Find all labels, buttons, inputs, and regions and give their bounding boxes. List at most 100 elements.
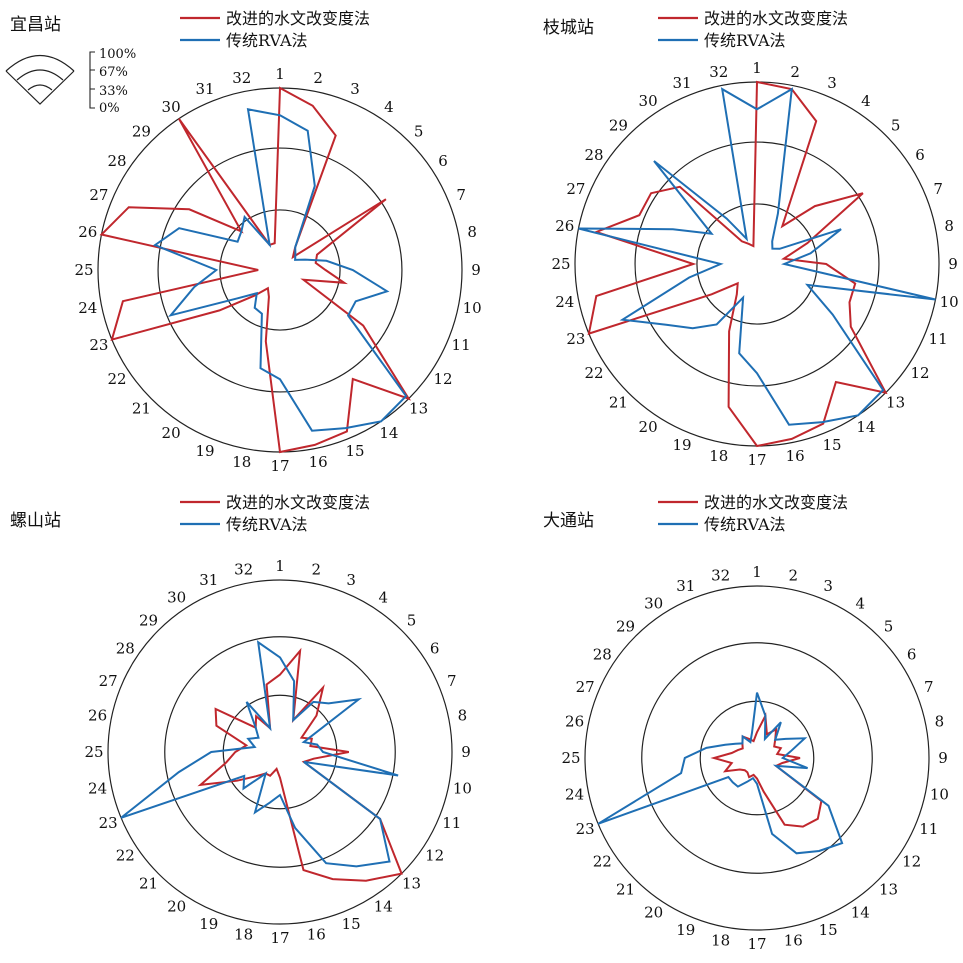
axis-label-26: 26 <box>78 223 97 241</box>
scale-key-0: 0% <box>99 101 120 116</box>
axis-label-14: 14 <box>374 898 393 916</box>
axis-label-19: 19 <box>672 436 691 454</box>
axis-label-19: 19 <box>199 915 218 933</box>
axis-label-31: 31 <box>195 80 214 98</box>
axis-label-11: 11 <box>452 336 471 354</box>
axis-label-31: 31 <box>199 571 218 589</box>
axis-label-25: 25 <box>84 743 103 761</box>
axis-label-22: 22 <box>116 846 135 864</box>
axis-label-5: 5 <box>414 122 424 140</box>
axis-label-25: 25 <box>561 749 580 767</box>
axis-label-15: 15 <box>345 442 364 460</box>
axis-label-10: 10 <box>463 299 482 317</box>
axis-label-1: 1 <box>275 557 285 575</box>
axis-label-24: 24 <box>88 779 107 797</box>
ring-33 <box>222 694 338 810</box>
axis-label-30: 30 <box>644 594 663 612</box>
axis-label-6: 6 <box>915 146 925 164</box>
axis-label-5: 5 <box>884 618 894 636</box>
axis-label-14: 14 <box>856 418 875 436</box>
scale-key-fan-icon <box>5 54 75 105</box>
axis-label-20: 20 <box>639 418 658 436</box>
axis-label-16: 16 <box>784 931 803 949</box>
legend-label-improved: 改进的水文改变度法 <box>704 9 848 28</box>
axis-label-3: 3 <box>823 577 833 595</box>
axis-label-4: 4 <box>384 98 394 116</box>
ring-67 <box>641 642 873 874</box>
series-rva-polygon <box>120 640 399 868</box>
axis-label-22: 22 <box>593 852 612 870</box>
axis-label-3: 3 <box>346 571 356 589</box>
axis-label-10: 10 <box>453 779 472 797</box>
radar-panel-3: 1 234567891011121314151617181920212223242… <box>10 493 472 947</box>
axis-label-19: 19 <box>676 921 695 939</box>
series-improved-polygon <box>99 86 412 454</box>
axis-label-10: 10 <box>940 293 959 311</box>
axis-label-32: 32 <box>709 63 728 81</box>
axis-label-7: 7 <box>456 186 466 204</box>
ring-100 <box>584 585 930 931</box>
axis-label-16: 16 <box>786 447 805 465</box>
axis-label-31: 31 <box>676 577 695 595</box>
axis-label-11: 11 <box>919 820 938 838</box>
axis-label-29: 29 <box>609 116 628 134</box>
axis-label-27: 27 <box>89 186 108 204</box>
station-title: 宜昌站 <box>10 15 61 35</box>
axis-label-23: 23 <box>576 820 595 838</box>
axis-label-3: 3 <box>827 74 837 92</box>
axis-label-7: 7 <box>924 678 934 696</box>
axis-label-24: 24 <box>555 293 574 311</box>
radar-panel-2: 1 234567891011121314151617181920212223242… <box>543 9 959 469</box>
axis-label-15: 15 <box>342 915 361 933</box>
axis-label-1: 1 <box>752 59 762 77</box>
legend-label-rva: 传统RVA法 <box>704 515 786 534</box>
axis-label-26: 26 <box>555 217 574 235</box>
axis-label-11: 11 <box>442 814 461 832</box>
ring-67 <box>634 141 880 387</box>
axis-label-29: 29 <box>616 618 635 636</box>
axis-label-18: 18 <box>234 925 253 943</box>
axis-label-31: 31 <box>672 74 691 92</box>
axis-label-24: 24 <box>565 785 584 803</box>
axis-label-21: 21 <box>616 881 635 899</box>
axis-label-17: 17 <box>270 929 289 947</box>
scale-key: 100% 67% 33% 0% <box>5 47 136 116</box>
series-improved-polygon <box>197 647 403 882</box>
axis-label-17: 17 <box>747 451 766 469</box>
radar-panel-1: 1 234567891011121314151617181920212223242… <box>10 9 482 475</box>
axis-label-8: 8 <box>944 217 954 235</box>
ring-100 <box>107 579 453 925</box>
axis-label-16: 16 <box>309 453 328 471</box>
axis-label-16: 16 <box>307 925 326 943</box>
axis-label-29: 29 <box>132 122 151 140</box>
axis-label-22: 22 <box>107 370 126 388</box>
axis-label-6: 6 <box>438 152 448 170</box>
axis-label-17: 17 <box>747 935 766 953</box>
axis-label-18: 18 <box>232 453 251 471</box>
axis-label-2: 2 <box>789 567 799 585</box>
legend-label-rva: 传统RVA法 <box>704 31 786 50</box>
axis-label-19: 19 <box>195 442 214 460</box>
series-rva-polygon <box>152 108 408 432</box>
axis-label-20: 20 <box>162 424 181 442</box>
station-title: 大通站 <box>543 511 594 531</box>
ring-33 <box>219 209 341 331</box>
axis-label-21: 21 <box>132 400 151 418</box>
axis-label-29: 29 <box>139 612 158 630</box>
axis-label-2: 2 <box>312 561 322 579</box>
axis-label-1: 1 <box>275 65 285 83</box>
axis-label-27: 27 <box>576 678 595 696</box>
axis-label-20: 20 <box>167 898 186 916</box>
axis-label-4: 4 <box>379 588 389 606</box>
axis-label-18: 18 <box>709 447 728 465</box>
axis-label-32: 32 <box>711 567 730 585</box>
axis-label-11: 11 <box>929 330 948 348</box>
axis-label-24: 24 <box>78 299 97 317</box>
axis-label-32: 32 <box>232 69 251 87</box>
radar-panel-4: 1 234567891011121314151617181920212223242… <box>543 493 949 953</box>
station-title: 螺山站 <box>10 511 61 531</box>
axis-label-28: 28 <box>107 152 126 170</box>
ring-67 <box>164 636 396 868</box>
scale-key-100: 100% <box>99 47 136 62</box>
